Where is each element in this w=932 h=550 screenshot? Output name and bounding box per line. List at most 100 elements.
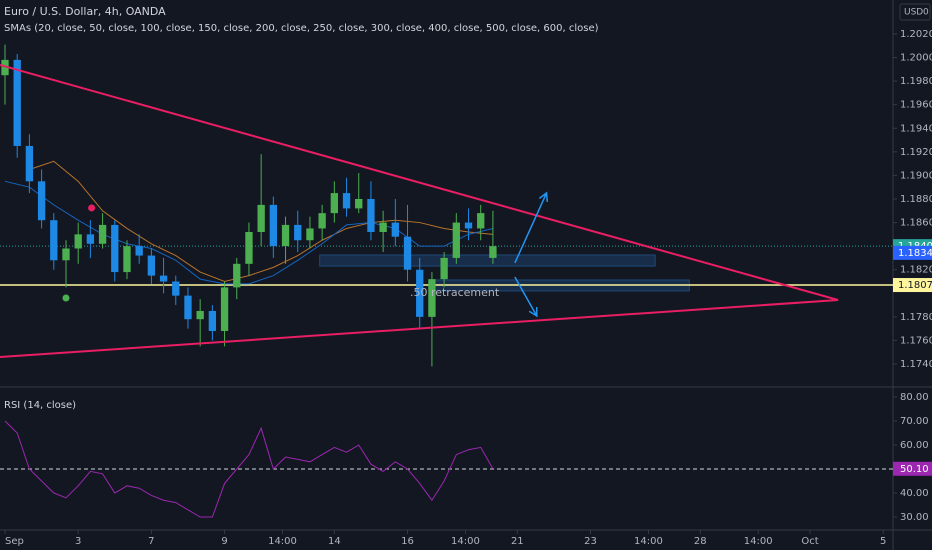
candle-body bbox=[25, 145, 34, 182]
signal-dot bbox=[62, 294, 70, 302]
y-tick-label: 1.19400 bbox=[900, 123, 932, 134]
candle-body bbox=[416, 269, 424, 317]
zone-box bbox=[319, 254, 656, 267]
candle-body bbox=[269, 204, 278, 247]
candle-body bbox=[172, 281, 180, 296]
candle-body bbox=[184, 295, 192, 320]
axes: 1.20200 1.20000 1.19800 1.19600 1.19400 1.192… bbox=[4, 29, 932, 547]
rsi-pane bbox=[0, 420, 893, 518]
y-tick-label: 1.19800 bbox=[900, 76, 932, 87]
rsi-label: 50.10 bbox=[900, 464, 929, 475]
sma-line bbox=[4, 180, 494, 285]
x-tick-label: 5 bbox=[880, 536, 886, 547]
candle-body bbox=[489, 246, 497, 258]
candle-body bbox=[257, 204, 265, 232]
candle-body bbox=[159, 275, 168, 282]
x-tick-label: 28 bbox=[694, 536, 707, 547]
price-label-bg bbox=[893, 278, 932, 293]
trendline bbox=[0, 63, 839, 301]
y-tick-label: 1.19000 bbox=[900, 170, 932, 181]
candle-body bbox=[318, 213, 326, 229]
x-tick-label: 14:00 bbox=[451, 536, 480, 547]
y-tick-label: 1.17600 bbox=[900, 335, 932, 346]
currency-label: USD bbox=[904, 8, 923, 18]
candle-body bbox=[330, 193, 339, 214]
candle-body bbox=[281, 224, 290, 247]
candle-body bbox=[147, 255, 156, 276]
price-label: 1.18070 bbox=[898, 280, 932, 291]
arrow bbox=[514, 276, 538, 318]
candle-body bbox=[342, 193, 351, 209]
price-pane: .50 retracement bbox=[0, 44, 893, 367]
rsi-tick-label: 80.00 bbox=[900, 392, 929, 403]
rsi-line bbox=[4, 420, 494, 518]
x-tick-label: 23 bbox=[584, 536, 597, 547]
y-tick-label: 1.18600 bbox=[900, 218, 932, 229]
x-tick-label: 7 bbox=[148, 536, 154, 547]
currency-button[interactable] bbox=[899, 3, 931, 21]
candle-body bbox=[111, 224, 119, 273]
candle-body bbox=[62, 248, 70, 261]
candle-body bbox=[220, 287, 229, 332]
candle-body bbox=[135, 246, 143, 256]
x-tick-label: 14:00 bbox=[268, 536, 297, 547]
x-tick-label: 14:00 bbox=[744, 536, 773, 547]
y-tick-label: 1.18200 bbox=[900, 265, 932, 276]
scale-button[interactable]: 0 bbox=[923, 8, 929, 18]
candle-body bbox=[403, 236, 412, 270]
rsi-label-bg bbox=[893, 461, 932, 476]
candle-body bbox=[1, 59, 9, 76]
indicator-legend: SMAs (20, close, 50, close, 100, close, … bbox=[4, 23, 599, 34]
y-tick-label: 1.20000 bbox=[900, 53, 932, 64]
symbol-title: Euro / U.S. Dollar, 4h, OANDA bbox=[4, 5, 166, 18]
y-tick-label: 1.19200 bbox=[900, 147, 932, 158]
x-tick-label: 14:00 bbox=[634, 536, 663, 547]
sma-line bbox=[29, 160, 493, 283]
candle-body bbox=[74, 234, 82, 249]
candle-body bbox=[355, 198, 363, 209]
y-tick-label: 1.19600 bbox=[900, 100, 932, 111]
y-tick-label: 1.17400 bbox=[900, 359, 932, 370]
x-tick-label: Oct bbox=[801, 536, 818, 547]
y-tick-label: 1.18800 bbox=[900, 194, 932, 205]
candle-body bbox=[294, 224, 302, 241]
x-tick-label: 21 bbox=[511, 536, 524, 547]
x-tick-label: 14 bbox=[328, 536, 341, 547]
candle-body bbox=[440, 257, 448, 280]
price-label-bg bbox=[893, 245, 932, 260]
candle-body bbox=[379, 222, 387, 232]
candle-body bbox=[208, 310, 217, 332]
trendline bbox=[0, 299, 839, 359]
candle-body bbox=[428, 279, 436, 317]
y-tick-label: 1.20200 bbox=[900, 29, 932, 40]
candle-body bbox=[86, 234, 95, 244]
rsi-tick-label: 60.00 bbox=[900, 440, 929, 451]
y-tick-label: 1.17800 bbox=[900, 312, 932, 323]
x-tick-label: 16 bbox=[401, 536, 414, 547]
signal-dot bbox=[88, 204, 96, 212]
candle-body bbox=[391, 222, 399, 237]
candle-body bbox=[98, 224, 107, 244]
candle-body bbox=[123, 246, 131, 273]
rsi-title: RSI (14, close) bbox=[4, 400, 76, 411]
candle-body bbox=[306, 228, 314, 241]
candle-body bbox=[477, 213, 485, 229]
candle-body bbox=[13, 59, 21, 146]
candle-body bbox=[245, 231, 253, 264]
annotation: .50 retracement bbox=[410, 286, 500, 299]
arrow bbox=[514, 191, 549, 264]
candle-body bbox=[464, 222, 473, 229]
rsi-tick-label: 30.00 bbox=[900, 512, 929, 523]
price-label: 1.18343 bbox=[898, 248, 932, 259]
x-tick-label: Sep bbox=[5, 536, 24, 547]
x-tick-label: 9 bbox=[221, 536, 227, 547]
rsi-tick-label: 70.00 bbox=[900, 416, 929, 427]
rsi-tick-label: 40.00 bbox=[900, 488, 929, 499]
candle-body bbox=[233, 263, 241, 288]
candle-body bbox=[367, 198, 375, 232]
candle-body bbox=[452, 222, 460, 258]
candle-body bbox=[50, 220, 58, 261]
x-tick-label: 3 bbox=[75, 536, 81, 547]
candle-body bbox=[37, 181, 46, 221]
